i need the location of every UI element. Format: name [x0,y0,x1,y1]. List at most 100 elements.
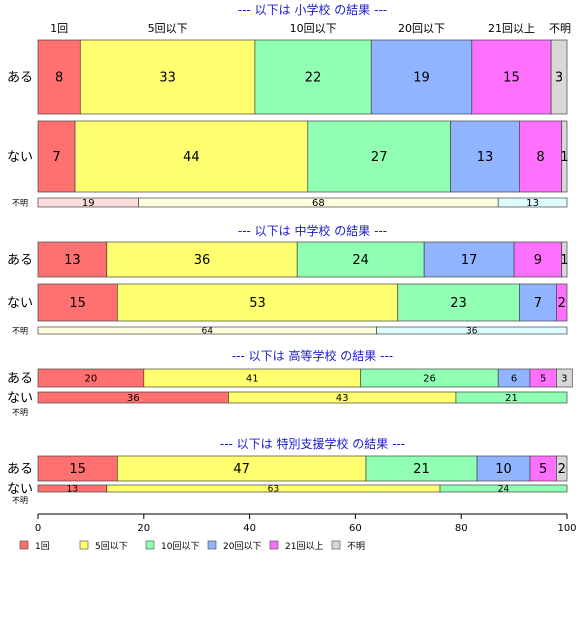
data-label-0-0-4: 15 [503,71,520,86]
data-label-3-0-1: 47 [233,462,250,477]
panel-title-3: --- 以下は 特別支援学校 の結果 --- [220,436,405,451]
category-header-3: 20回以下 [398,22,445,35]
bar-segment-0-0-3 [370,39,473,115]
x-tick-label-2: 40 [243,523,256,534]
bar-segment-3-0-0 [37,455,118,482]
panel-title-0: --- 以下は 小学校 の結果 --- [238,2,387,17]
legend-label-2: 10回以下 [161,541,199,552]
bar-segment-1-0-1 [106,241,298,278]
row-label-3-1: ない [7,482,33,497]
data-label-0-1-0: 7 [52,150,60,165]
bar-segment-1-1-3 [519,283,557,322]
data-label-3-1-0: 13 [67,485,78,495]
x-tick-label-5: 100 [557,523,576,534]
bar-segment-2-0-5 [556,368,573,388]
bar-segment-1-1-1 [116,283,399,322]
bar-segment-0-1-2 [307,120,451,193]
bar-segment-3-0-5 [556,455,568,482]
data-label-2-0-5: 3 [561,374,567,385]
bar-segment-3-1-2 [439,484,568,493]
data-label-1-0-1: 36 [194,253,211,268]
data-label-1-1-4: 2 [558,296,566,311]
data-label-1-0-3: 17 [461,253,478,268]
row-label-0-1: ない [7,150,33,165]
bar-segment-1-2-3 [376,326,568,335]
category-header-1: 5回以下 [148,22,188,35]
data-label-3-0-0: 15 [69,462,86,477]
data-label-1-0-4: 9 [534,253,542,268]
data-label-0-1-2: 27 [371,150,388,165]
data-label-1-0-2: 24 [352,253,369,268]
row-label-0-2: 不明 [12,198,28,207]
row-label-2-2: 不明 [12,408,28,417]
data-label-3-0-5: 2 [558,462,566,477]
data-label-2-0-1: 41 [246,374,259,385]
category-header-5: 不明 [549,22,571,35]
bar-segment-0-1-4 [519,120,563,193]
bar-segment-1-0-4 [513,241,563,278]
row-label-3-0: ある [7,462,33,477]
category-header-0: 1回 [50,22,68,35]
data-label-2-0-3: 6 [511,374,517,385]
bar-segment-0-0-0 [37,39,81,115]
data-label-0-1-5: 1 [560,150,568,165]
bar-segment-0-0-4 [471,39,552,115]
data-label-2-0-4: 5 [540,374,546,385]
data-label-2-1-1: 43 [336,393,349,404]
data-label-0-0-3: 19 [413,71,430,86]
bar-segment-0-1-5 [561,120,568,193]
legend-label-4: 21回以上 [285,541,323,552]
bar-segment-0-0-1 [79,39,256,115]
data-label-0-2-3: 13 [526,198,539,209]
bar-segment-0-1-1 [74,120,309,193]
legend-label-0: 1回 [35,541,50,552]
x-tick-label-0: 0 [35,523,41,534]
row-label-1-0: ある [7,253,33,268]
legend-swatch-0 [19,540,29,550]
bar-segment-0-0-2 [254,39,372,115]
data-label-0-2-1: 68 [312,198,325,209]
data-label-3-1-1: 63 [268,485,279,495]
legend-label-1: 5回以下 [95,541,128,552]
data-label-0-2-0: 19 [82,198,95,209]
data-label-0-1-3: 13 [477,150,494,165]
data-label-3-1-2: 24 [498,485,510,495]
data-label-3-0-3: 10 [495,462,512,477]
data-label-0-0-1: 33 [159,71,176,86]
bar-segment-1-1-0 [37,283,118,322]
row-label-2-1: ない [7,391,33,406]
legend-swatch-3 [207,540,217,550]
data-label-2-0-2: 26 [423,374,436,385]
legend-label-5: 不明 [347,541,365,552]
data-label-1-2-1: 64 [202,327,214,337]
row-label-3-2: 不明 [12,496,28,505]
row-label-1-2: 不明 [12,326,28,335]
data-label-3-0-2: 21 [413,462,430,477]
data-label-1-1-2: 23 [450,296,467,311]
bar-segment-1-1-4 [556,283,568,322]
bar-segment-1-0-3 [423,241,515,278]
bar-segment-1-0-5 [561,241,568,278]
data-label-2-1-0: 36 [127,393,140,404]
legend-swatch-4 [269,540,279,550]
legend-label-3: 20回以下 [223,541,261,552]
data-label-0-1-1: 44 [183,150,200,165]
row-label-0-0: ある [7,71,33,86]
bar-segment-3-0-3 [476,455,531,482]
bar-segment-0-0-5 [550,39,568,115]
data-label-0-1-4: 8 [536,150,544,165]
bar-segment-3-0-1 [116,455,367,482]
bar-segment-2-1-2 [455,391,568,404]
data-label-1-0-5: 1 [560,253,568,268]
x-tick-label-1: 20 [137,523,150,534]
data-label-1-1-3: 7 [534,296,542,311]
legend-swatch-2 [145,540,155,550]
bar-segment-0-1-0 [37,120,76,193]
data-label-1-1-1: 53 [249,296,266,311]
data-label-2-0-0: 20 [85,374,98,385]
bar-segment-1-0-0 [37,241,108,278]
legend-swatch-1 [79,540,89,550]
data-label-3-0-4: 5 [539,462,547,477]
data-label-2-1-2: 21 [505,393,518,404]
